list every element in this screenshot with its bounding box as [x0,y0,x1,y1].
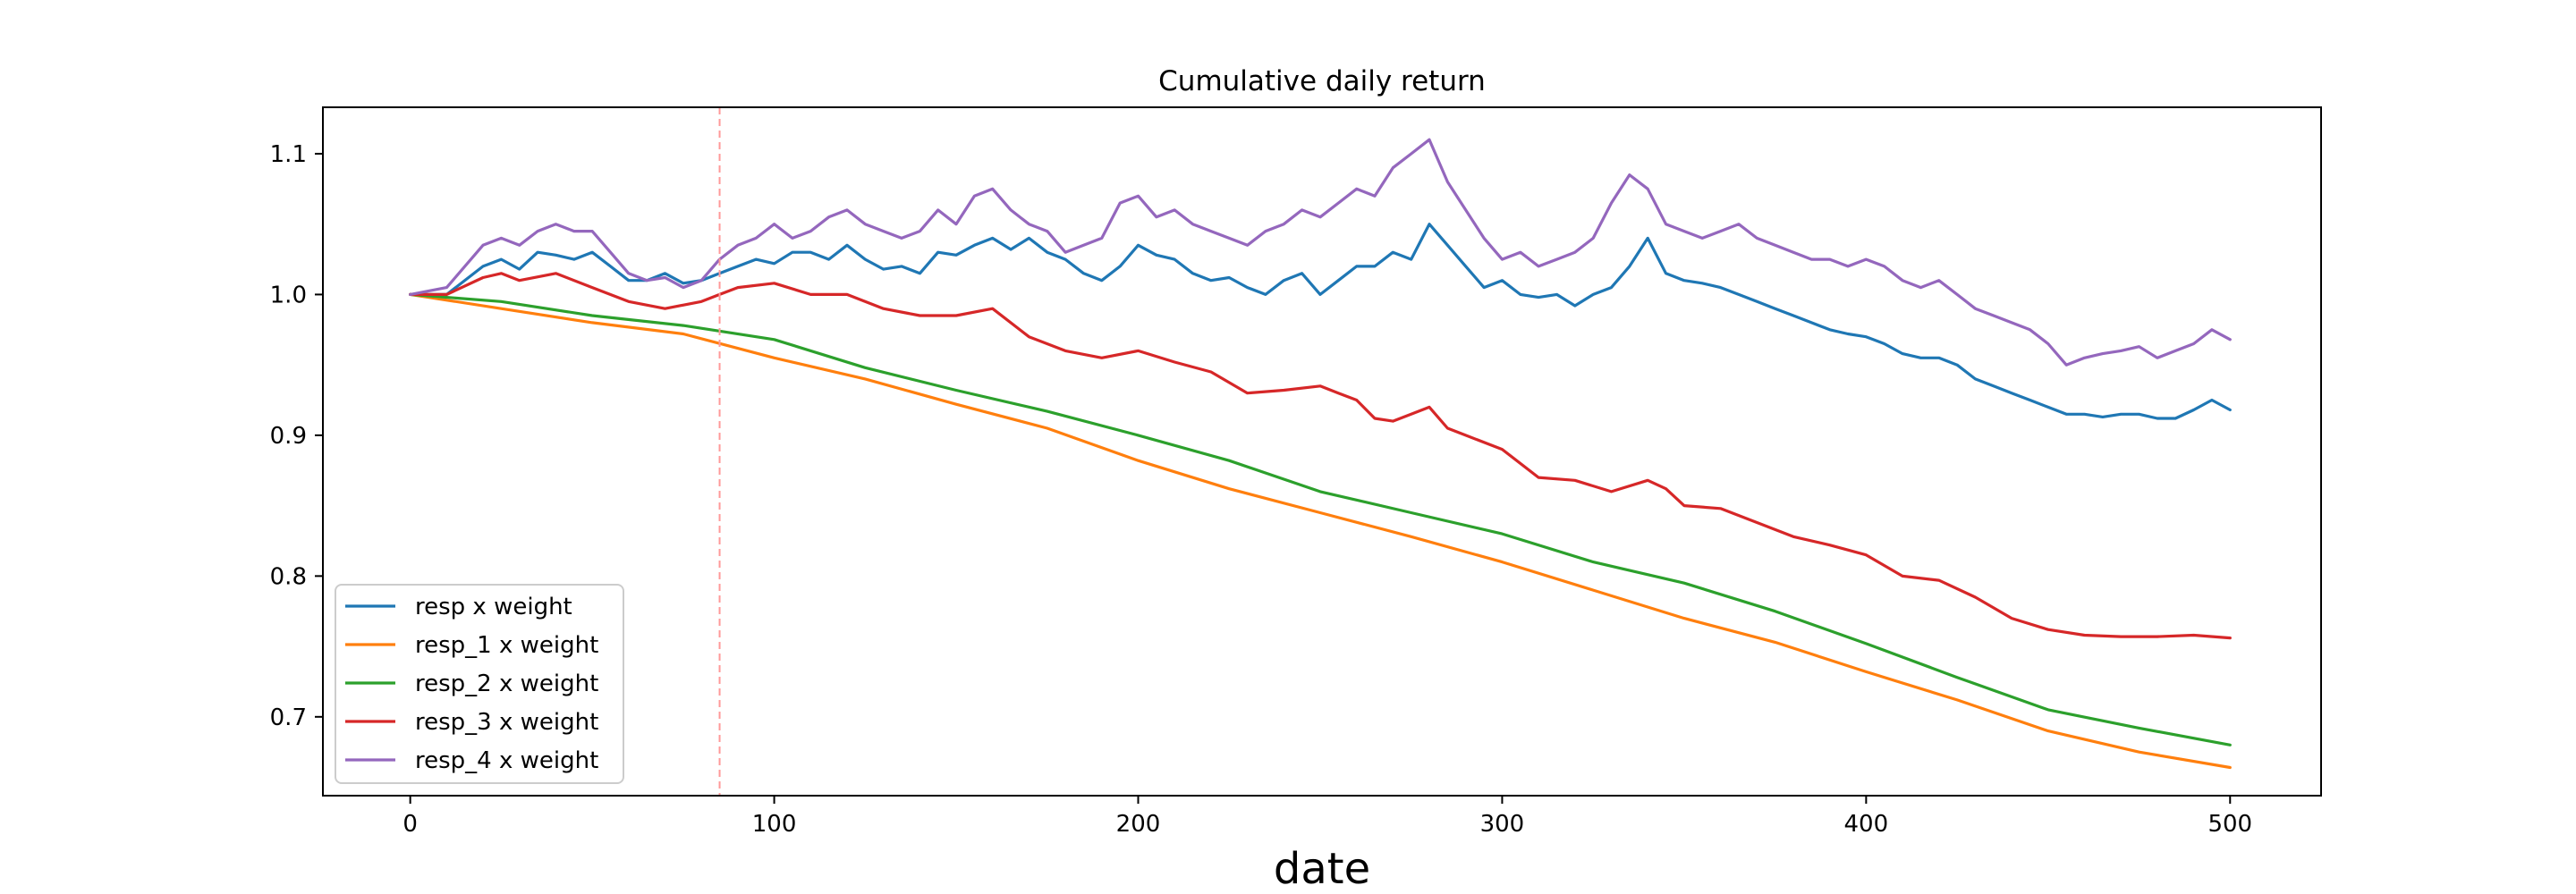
x-tick-label: 200 [1116,811,1161,838]
y-tick-label: 1.1 [270,141,307,168]
series-line-4 [409,138,2232,367]
series-layer [409,138,2232,770]
legend-box [335,584,624,784]
legend: resp x weight resp_1 x weight resp_2 x wei… [335,584,624,784]
plot-frame [322,106,2322,797]
x-axis-label: date [1274,844,1370,894]
legend-label-1: resp_1 x weight [415,632,598,659]
y-tick-label: 1.0 [270,282,307,308]
y-tick-label: 0.9 [270,423,307,450]
legend-label-0: resp x weight [415,594,572,620]
x-tick-label: 0 [402,811,418,838]
y-tick-label: 0.8 [270,563,307,590]
legend-label-4: resp_4 x weight [415,747,598,774]
y-tick-label: 0.7 [270,704,307,731]
series-line-3 [409,272,2232,640]
series-line-1 [409,292,2232,770]
y-axis: 0.7 0.8 0.9 1.0 1.1 [270,141,323,731]
x-tick-label: 300 [1480,811,1525,838]
x-axis: 0 100 200 300 400 500 [402,796,2252,838]
legend-label-3: resp_3 x weight [415,709,598,736]
chart-title: Cumulative daily return [1158,65,1486,97]
series-line-0 [409,223,2232,420]
x-tick-label: 400 [1844,811,1889,838]
x-tick-label: 100 [752,811,797,838]
series-line-2 [409,292,2232,746]
legend-label-2: resp_2 x weight [415,670,598,697]
x-tick-label: 500 [2207,811,2252,838]
